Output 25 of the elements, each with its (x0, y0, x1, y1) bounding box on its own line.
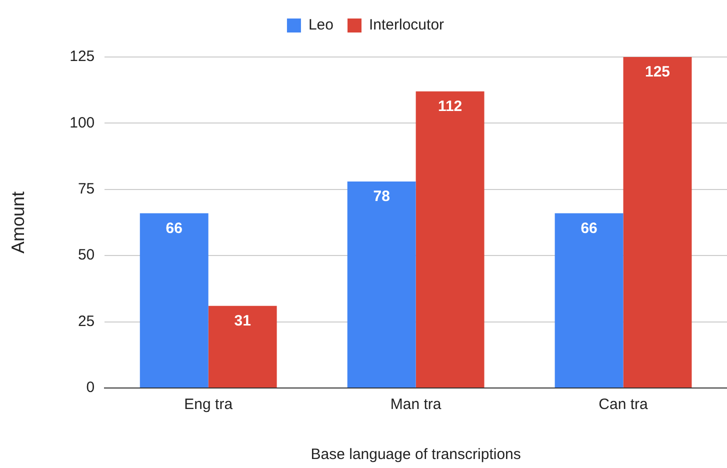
legend-label: Leo (308, 16, 334, 34)
data-label: 66 (166, 220, 182, 237)
y-tick-label: 125 (70, 48, 95, 66)
x-tick-label: Can tra (598, 396, 649, 414)
bar (140, 213, 208, 388)
bar (347, 181, 416, 388)
bar (416, 91, 484, 388)
data-label: 112 (438, 98, 462, 116)
x-axis-title: Base language of transcriptions (310, 446, 521, 464)
data-label: 125 (644, 64, 670, 81)
bar (623, 57, 692, 388)
y-tick-label: 75 (78, 180, 95, 198)
y-tick-label: 100 (70, 114, 95, 132)
y-tick-label: 50 (78, 246, 95, 264)
legend-label: Interlocutor (368, 16, 444, 34)
y-tick-label: 25 (78, 312, 95, 330)
x-tick-label: Man tra (390, 396, 442, 414)
y-tick-label: 0 (86, 379, 95, 396)
x-tick-label: Eng tra (184, 396, 234, 414)
data-label: 31 (234, 312, 251, 330)
bar (554, 213, 624, 388)
data-label: 66 (580, 220, 598, 237)
data-label: 78 (373, 188, 390, 206)
y-axis-title: Amount (8, 191, 28, 254)
bar (208, 306, 277, 388)
